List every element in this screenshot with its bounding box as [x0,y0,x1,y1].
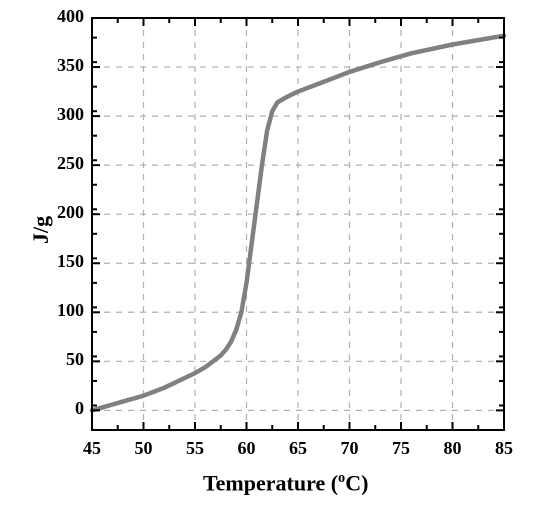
y-tick-label: 350 [57,55,84,76]
x-tick-label: 70 [332,438,368,459]
x-tick-label: 50 [126,438,162,459]
y-tick-label: 250 [57,153,84,174]
y-tick-label: 200 [57,202,84,223]
y-tick-label: 50 [66,349,84,370]
x-tick-label: 80 [435,438,471,459]
x-tick-label: 55 [177,438,213,459]
x-tick-label: 65 [280,438,316,459]
enthalpy-chart: J/g Temperature (oC) 45 50 55 60 65 70 75 80 85 0… [0,0,544,518]
y-tick-label: 100 [57,300,84,321]
x-tick-label: 60 [229,438,265,459]
y-tick-label: 300 [57,104,84,125]
x-tick-label: 45 [74,438,110,459]
x-axis-label-text: Temperature ( [203,470,338,495]
y-axis-label: J/g [28,216,54,244]
y-tick-label: 0 [75,398,84,419]
x-tick-label: 75 [383,438,419,459]
y-tick-label: 400 [57,6,84,27]
x-tick-label: 85 [486,438,522,459]
x-axis-label: Temperature (oC) [203,470,368,496]
y-tick-label: 150 [57,251,84,272]
